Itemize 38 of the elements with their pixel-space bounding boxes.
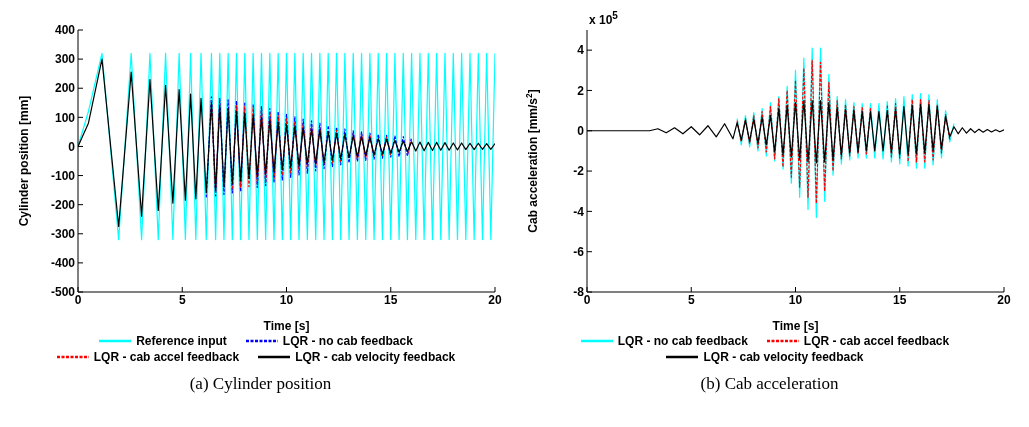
y-tick-label: 300 xyxy=(54,52,76,67)
y-tick-label: 100 xyxy=(54,110,76,125)
text: (a) Cylinder position xyxy=(188,374,333,394)
x-axis-title: Time [s] xyxy=(263,319,310,333)
legend-label: LQR - cab accel feedback xyxy=(803,334,950,348)
y-tick-label: 4 xyxy=(577,43,585,58)
x-tick-label: 10 xyxy=(788,292,803,307)
y-tick-label: 200 xyxy=(54,81,76,96)
x-tick-label: 20 xyxy=(488,292,502,307)
x-tick-label: 15 xyxy=(893,292,907,307)
y-tick-label: -300 xyxy=(50,227,76,242)
x-tick-label: 10 xyxy=(279,292,294,307)
x-tick-label: 15 xyxy=(384,292,398,307)
y-tick-label: 0 xyxy=(68,139,76,154)
y-tick-label: -500 xyxy=(50,285,76,300)
text: x 10$^{5}$ xyxy=(589,10,618,27)
y-tick-label: -400 xyxy=(50,256,76,271)
legend-label: LQR - no cab feedback xyxy=(282,334,413,348)
y-tick-label: 400 xyxy=(54,23,76,38)
x-tick-label: 5 xyxy=(687,292,695,307)
y-axis-title: Cylinder position [mm] xyxy=(17,95,31,227)
y-tick-label: -2 xyxy=(573,164,585,179)
y-tick-label: 0 xyxy=(577,124,585,139)
legend-label: LQR - cab velocity feedback xyxy=(295,350,456,364)
legend-label: Reference input xyxy=(136,334,227,348)
text: (b) Cab acceleration xyxy=(699,374,840,394)
x-tick-label: 5 xyxy=(178,292,186,307)
legend-label: LQR - no cab feedback xyxy=(617,334,748,348)
y-tick-label: -6 xyxy=(573,244,585,259)
y-tick-label: 2 xyxy=(577,83,585,98)
x-axis-title: Time [s] xyxy=(772,319,819,333)
y-tick-label: -8 xyxy=(573,285,585,300)
legend-label: LQR - cab velocity feedback xyxy=(703,350,864,364)
y-tick-label: -100 xyxy=(50,168,76,183)
legend-label: LQR - cab accel feedback xyxy=(93,350,240,364)
x-tick-label: 20 xyxy=(997,292,1011,307)
y-tick-label: -200 xyxy=(50,197,76,212)
y-tick-label: -4 xyxy=(573,204,585,219)
